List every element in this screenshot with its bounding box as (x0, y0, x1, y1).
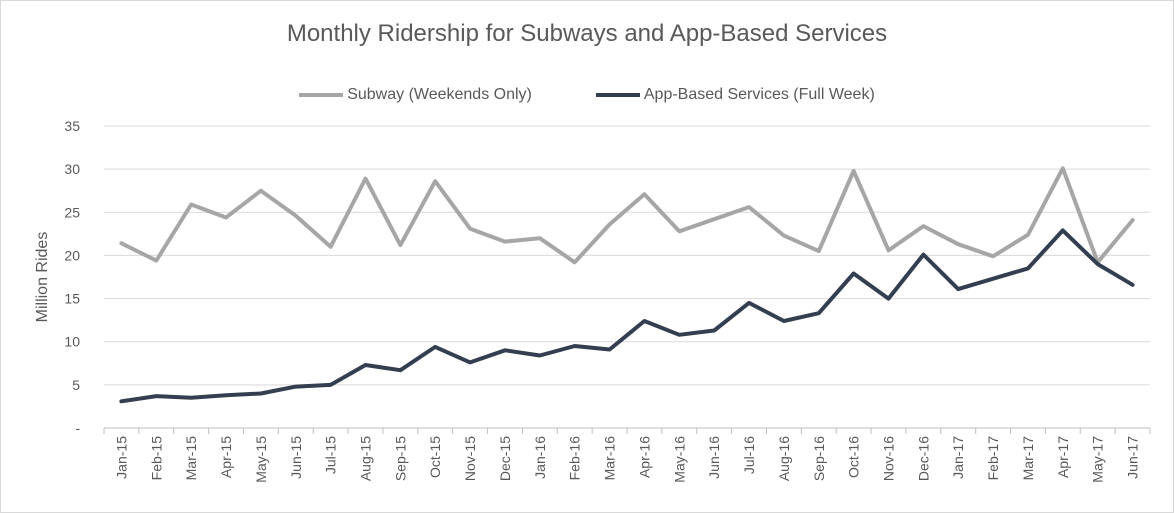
x-tick-label: Mar-16 (602, 436, 618, 481)
x-tick-label: Dec-16 (915, 436, 931, 481)
x-tick-label: Apr-17 (1055, 436, 1071, 478)
x-tick-label: Jan-15 (113, 436, 129, 479)
x-tick-label: Feb-15 (148, 436, 164, 481)
y-tick-label: 5 (72, 377, 80, 393)
x-tick-label: Feb-16 (567, 436, 583, 481)
legend-item-subway: Subway (Weekends Only) (299, 86, 532, 104)
x-tick-label: Jul-16 (741, 436, 757, 474)
x-tick-label: Oct-15 (427, 436, 443, 478)
legend: Subway (Weekends Only) App-Based Service… (0, 86, 1174, 104)
legend-label-app: App-Based Services (Full Week) (643, 86, 875, 103)
x-tick-label: Mar-15 (183, 436, 199, 481)
x-tick-label: Oct-16 (846, 436, 862, 478)
x-tick-label: Jan-17 (950, 436, 966, 479)
series-line-subway (119, 166, 1135, 265)
x-tick-label: Nov-16 (881, 436, 897, 481)
legend-swatch-app (595, 93, 640, 97)
series-line-app (119, 228, 1135, 404)
y-axis-label: Million Rides (34, 232, 51, 323)
y-tick-label: 30 (64, 161, 80, 177)
x-tick-label: Aug-16 (776, 436, 792, 481)
x-tick-label: Jun-17 (1125, 436, 1141, 479)
y-tick-label: 15 (64, 291, 80, 307)
chart-title: Monthly Ridership for Subways and App-Ba… (286, 20, 888, 47)
legend-item-app: App-Based Services (Full Week) (595, 86, 875, 104)
x-tick-label: Apr-16 (636, 436, 652, 478)
x-tick-label: Jun-15 (288, 436, 304, 479)
y-tick-label: 35 (64, 118, 80, 134)
x-tick-label: May-17 (1090, 436, 1106, 483)
x-tick-label: May-16 (671, 436, 687, 483)
x-tick-label: Apr-15 (218, 436, 234, 478)
y-tick-label: 10 (64, 334, 80, 350)
legend-swatch-subway (299, 93, 344, 97)
x-tick-label: Aug-15 (358, 436, 374, 481)
x-tick-label: Jan-16 (532, 436, 548, 479)
y-tick-label: - (75, 420, 80, 436)
x-tick-label: Mar-17 (1020, 436, 1036, 481)
x-tick-label: May-15 (253, 436, 269, 483)
x-tick-label: Sep-16 (811, 436, 827, 481)
y-tick-label: 25 (64, 204, 80, 220)
x-tick-label: Nov-15 (462, 436, 478, 481)
x-tick-label: Feb-17 (985, 436, 1001, 481)
y-tick-label: 20 (64, 247, 80, 263)
x-tick-label: Dec-15 (497, 436, 513, 481)
x-tick-label: Jun-16 (706, 436, 722, 479)
x-tick-label: Jul-15 (323, 436, 339, 474)
legend-label-subway: Subway (Weekends Only) (347, 86, 532, 103)
x-tick-label: Sep-15 (392, 436, 408, 481)
